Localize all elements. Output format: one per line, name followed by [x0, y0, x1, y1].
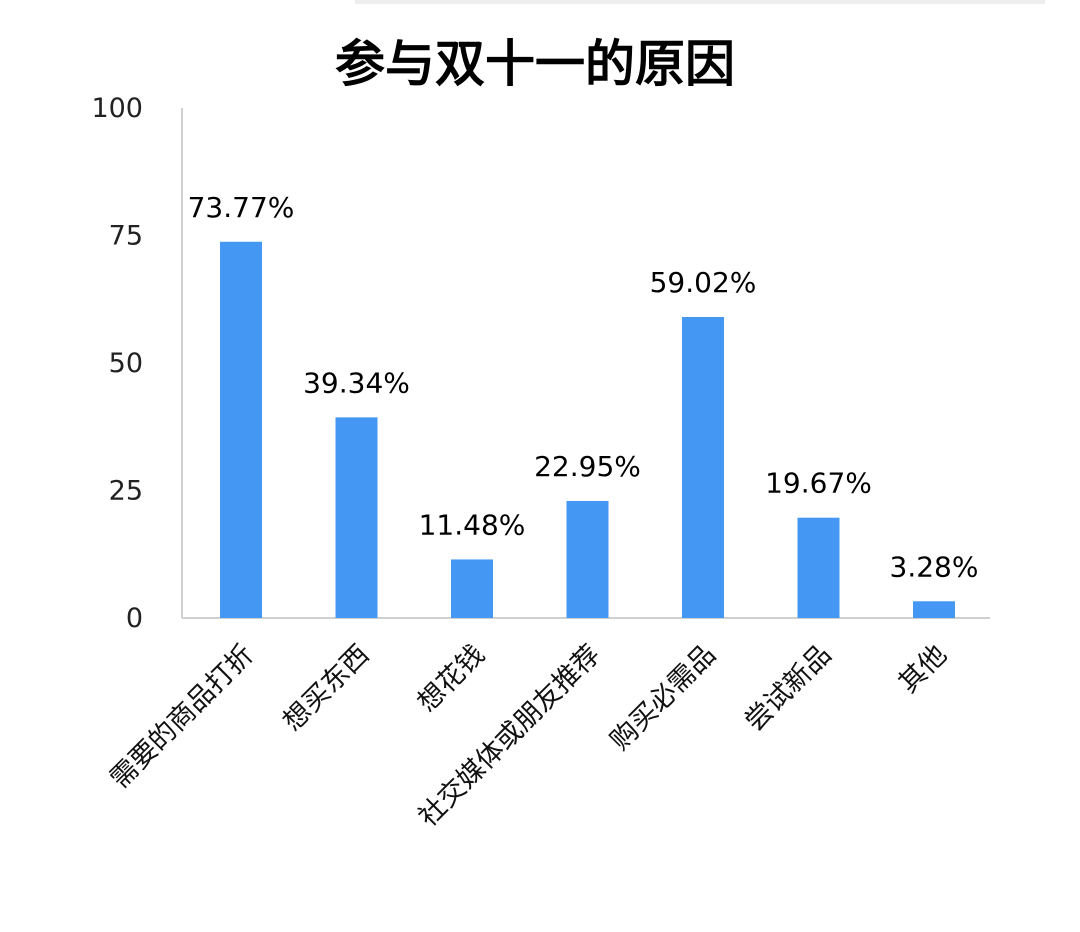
- y-tick-label: 100: [91, 93, 143, 124]
- bar-value-label: 19.67%: [765, 467, 872, 500]
- x-tick-label: 尝试新品: [739, 639, 837, 737]
- x-tick-label: 想买东西: [277, 639, 375, 737]
- chart-y-tick-labels: 0 25 50 75 100: [91, 93, 143, 634]
- x-tick-label: 想花钱: [412, 639, 491, 718]
- x-tick-label: 购买必需品: [605, 639, 722, 756]
- y-tick-label: 0: [126, 603, 143, 634]
- x-tick-label: 需要的商品打折: [104, 639, 260, 795]
- bar-value-label: 39.34%: [303, 366, 410, 399]
- chart-title: 参与双十一的原因: [335, 35, 735, 93]
- x-tick-label: 其他: [893, 639, 953, 699]
- bar: [797, 517, 840, 618]
- bar: [913, 601, 955, 618]
- bar-value-label: 3.28%: [890, 550, 979, 583]
- bar: [220, 241, 262, 618]
- bar-value-label: 59.02%: [650, 266, 757, 299]
- bar: [451, 559, 493, 618]
- y-tick-label: 75: [109, 221, 143, 252]
- chart-bars: [220, 241, 955, 618]
- top-edge-strip: [355, 0, 1045, 4]
- bar: [566, 500, 609, 618]
- bar-value-label: 11.48%: [419, 508, 526, 541]
- bar-value-label: 73.77%: [188, 191, 295, 224]
- y-tick-label: 25: [109, 476, 143, 507]
- y-tick-label: 50: [109, 348, 143, 379]
- bar-value-label: 22.95%: [534, 450, 641, 483]
- bar: [682, 316, 724, 618]
- chart-value-labels: 73.77% 39.34% 11.48%22.95% 59.02% 19.67% 3.28…: [188, 191, 979, 583]
- bar: [335, 417, 378, 618]
